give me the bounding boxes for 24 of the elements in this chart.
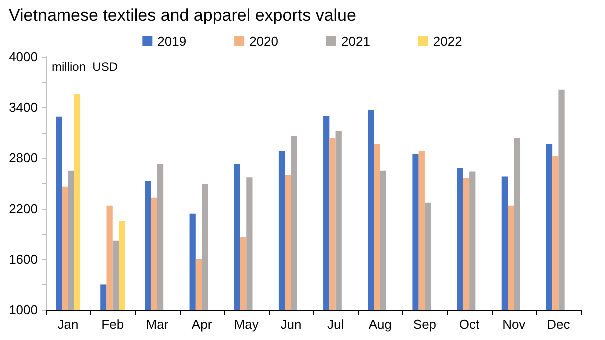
- x-tick-label: Jul: [327, 317, 344, 332]
- x-tick-label: Apr: [192, 317, 213, 332]
- x-tick-label: Sep: [413, 317, 437, 332]
- x-tick-label: May: [234, 317, 260, 332]
- x-tick-label: Oct: [459, 317, 480, 332]
- y-tick-label: 3400: [9, 100, 38, 116]
- x-tick-label: Aug: [368, 317, 392, 332]
- y-axis-title: million USD: [52, 60, 118, 74]
- legend-label: 2020: [250, 34, 278, 49]
- y-tick-label: 2200: [9, 201, 38, 216]
- x-tick-label: Dec: [547, 317, 571, 332]
- legend-label: 2021: [342, 34, 370, 49]
- x-tick-label: Jun: [280, 317, 302, 332]
- x-tick-label: Mar: [146, 317, 170, 332]
- x-tick-label: Nov: [502, 317, 526, 332]
- chart-title: Vietnamese textiles and apparel exports value: [9, 6, 356, 25]
- x-tick-label: Jan: [58, 317, 79, 332]
- legend-label: 2022: [433, 34, 462, 49]
- x-tick-label: Feb: [102, 317, 124, 332]
- y-tick-label: 1000: [9, 302, 38, 318]
- y-tick-label: 4000: [9, 50, 38, 64]
- y-tick-label: 2800: [9, 150, 38, 166]
- legend-label: 2019: [158, 34, 187, 49]
- y-tick-label: 1600: [9, 252, 38, 267]
